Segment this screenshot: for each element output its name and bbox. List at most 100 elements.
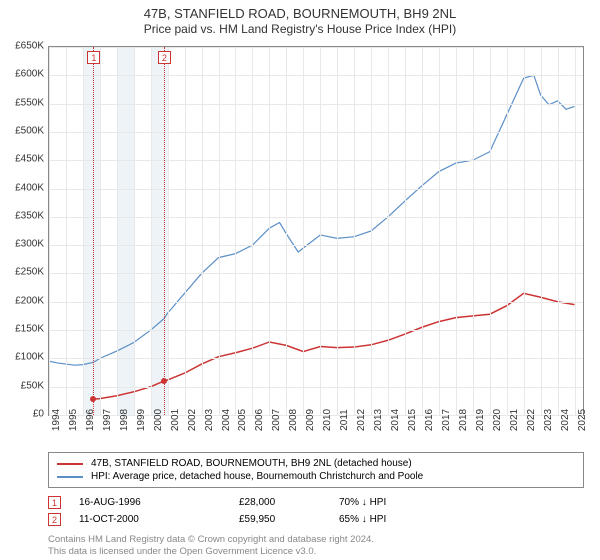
x-axis-label: 1996 [85, 409, 96, 431]
chart-gridline [49, 358, 583, 359]
y-axis-label: £550K [2, 97, 44, 108]
chart-gridline [49, 75, 583, 76]
x-axis-label: 2007 [271, 409, 282, 431]
chart-gridline [168, 47, 169, 415]
event-relative: 70% ↓ HPI [339, 497, 459, 508]
chart-gridline [473, 47, 474, 415]
x-axis-label: 1997 [102, 409, 113, 431]
event-marker-badge: 1 [87, 51, 100, 64]
y-axis-label: £50K [2, 380, 44, 391]
chart-gridline [337, 47, 338, 415]
chart-gridline [49, 47, 50, 415]
legend-label: 47B, STANFIELD ROAD, BOURNEMOUTH, BH9 2N… [91, 458, 412, 469]
event-marker-line [164, 47, 165, 415]
event-marker-badge: 1 [48, 496, 61, 509]
x-axis-label: 2019 [475, 409, 486, 431]
x-axis-label: 2004 [221, 409, 232, 431]
chart-gridline [507, 47, 508, 415]
x-axis-label: 2008 [288, 409, 299, 431]
chart-gridline [83, 47, 84, 415]
chart-gridline [235, 47, 236, 415]
event-marker-line [93, 47, 94, 415]
x-axis-label: 2016 [424, 409, 435, 431]
chart-gridline [49, 273, 583, 274]
chart-gridline [541, 47, 542, 415]
x-axis-label: 2018 [458, 409, 469, 431]
chart-title: 47B, STANFIELD ROAD, BOURNEMOUTH, BH9 2N… [0, 6, 600, 21]
legend-box: 47B, STANFIELD ROAD, BOURNEMOUTH, BH9 2N… [48, 452, 584, 488]
x-axis-label: 2023 [543, 409, 554, 431]
chart-gridline [49, 330, 583, 331]
x-axis-label: 2000 [153, 409, 164, 431]
chart-gridline [371, 47, 372, 415]
chart-gridline [49, 245, 583, 246]
event-marker-badge: 2 [158, 51, 171, 64]
legend-row: HPI: Average price, detached house, Bour… [57, 470, 575, 483]
x-axis-label: 2005 [237, 409, 248, 431]
chart-gridline [151, 47, 152, 415]
chart-gridline [49, 302, 583, 303]
chart-series-line [49, 75, 575, 365]
chart-gridline [49, 189, 583, 190]
chart-gridline [524, 47, 525, 415]
x-axis-label: 1999 [136, 409, 147, 431]
event-price: £28,000 [239, 497, 339, 508]
y-axis-label: £150K [2, 324, 44, 335]
y-axis-label: £200K [2, 295, 44, 306]
chart-gridline [49, 132, 583, 133]
legend-swatch [57, 463, 83, 465]
chart-gridline [388, 47, 389, 415]
legend-label: HPI: Average price, detached house, Bour… [91, 471, 423, 482]
event-price: £59,950 [239, 514, 339, 525]
event-data-row: 1 16-AUG-1996£28,00070% ↓ HPI [48, 494, 584, 511]
event-date: 16-AUG-1996 [79, 497, 239, 508]
footnote-line: This data is licensed under the Open Gov… [48, 546, 584, 558]
chart-gridline [286, 47, 287, 415]
x-axis-label: 2012 [356, 409, 367, 431]
x-axis-label: 1994 [51, 409, 62, 431]
chart-gridline [269, 47, 270, 415]
x-axis-label: 2022 [526, 409, 537, 431]
x-axis-label: 2021 [509, 409, 520, 431]
chart-gridline [49, 160, 583, 161]
y-axis-label: £400K [2, 182, 44, 193]
chart-gridline [490, 47, 491, 415]
legend-swatch [57, 476, 83, 478]
chart-gridline [66, 47, 67, 415]
chart-gridline [303, 47, 304, 415]
chart-subtitle: Price paid vs. HM Land Registry's House … [0, 22, 600, 36]
chart-gridline [575, 47, 576, 415]
chart-gridline [320, 47, 321, 415]
chart-gridline [117, 47, 118, 415]
y-axis-label: £450K [2, 154, 44, 165]
x-axis-label: 2024 [560, 409, 571, 431]
y-axis-label: £650K [2, 41, 44, 52]
chart-gridline [185, 47, 186, 415]
y-axis-label: £300K [2, 239, 44, 250]
event-date: 11-OCT-2000 [79, 514, 239, 525]
chart-gridline [422, 47, 423, 415]
legend-section: 47B, STANFIELD ROAD, BOURNEMOUTH, BH9 2N… [48, 452, 584, 559]
chart-gridline [49, 47, 583, 48]
y-axis-label: £250K [2, 267, 44, 278]
event-data-point [90, 396, 96, 402]
chart-gridline [49, 104, 583, 105]
footnote-line: Contains HM Land Registry data © Crown c… [48, 534, 584, 546]
x-axis-label: 1998 [119, 409, 130, 431]
chart-gridline [219, 47, 220, 415]
y-axis-label: £0 [2, 409, 44, 420]
x-axis-label: 2010 [322, 409, 333, 431]
y-axis-label: £500K [2, 125, 44, 136]
event-data-row: 211-OCT-2000£59,95065% ↓ HPI [48, 511, 584, 528]
x-axis-label: 2006 [254, 409, 265, 431]
x-axis-label: 2025 [577, 409, 588, 431]
chart-gridline [100, 47, 101, 415]
y-axis-label: £600K [2, 69, 44, 80]
event-relative: 65% ↓ HPI [339, 514, 459, 525]
y-axis-label: £350K [2, 210, 44, 221]
x-axis-label: 2014 [390, 409, 401, 431]
x-axis-label: 2015 [407, 409, 418, 431]
chart-gridline [558, 47, 559, 415]
chart-gridline [405, 47, 406, 415]
chart-gridline [354, 47, 355, 415]
